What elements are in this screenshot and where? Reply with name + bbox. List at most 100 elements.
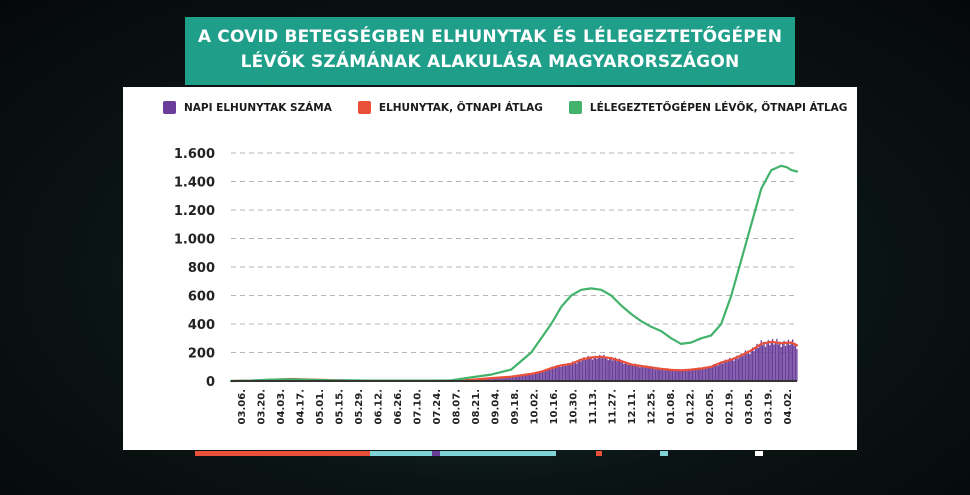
bar (680, 370, 682, 381)
bar (569, 365, 571, 381)
bar (531, 373, 534, 381)
bar (639, 367, 641, 381)
x-tick-label: 08.07. (452, 389, 463, 424)
bar (776, 338, 778, 381)
bar (669, 369, 671, 381)
bar (710, 367, 712, 381)
bar (544, 371, 547, 381)
bar (694, 369, 697, 381)
bar (566, 364, 568, 381)
bar (589, 358, 591, 381)
bar (730, 360, 732, 381)
bar (594, 355, 597, 381)
bar (567, 362, 569, 381)
bar (491, 377, 494, 381)
strip-segment (755, 451, 763, 456)
bar (653, 367, 655, 381)
strip-segment (370, 451, 432, 456)
bar (627, 364, 629, 381)
bar (666, 368, 668, 381)
bar (693, 368, 695, 381)
y-tick-label: 1.000 (174, 233, 215, 248)
bar (793, 345, 795, 381)
legend-swatch-ventilator-avg (568, 101, 582, 114)
bar (774, 341, 777, 381)
x-tick-label: 09.18. (510, 389, 521, 424)
bar (771, 338, 774, 381)
bar (636, 366, 638, 381)
x-tick-label: 10.16. (549, 389, 560, 424)
legend: NAPI ELHUNYTAK SZÁMA ELHUNYTAK, ÖTNAPI Á… (163, 101, 847, 114)
bar (709, 365, 711, 381)
bar (731, 358, 734, 381)
strip-segment (195, 451, 370, 456)
bar (488, 378, 491, 381)
bar (560, 366, 562, 381)
x-tick-label: 05.01. (315, 389, 326, 424)
bar (677, 369, 679, 381)
bar (716, 363, 718, 381)
strip-segment (432, 451, 440, 456)
bar (537, 372, 539, 381)
bar (700, 367, 702, 381)
bar (676, 370, 678, 381)
bar (634, 363, 637, 381)
bar (650, 366, 652, 381)
bar (657, 367, 659, 381)
legend-label-deaths-avg: ELHUNYTAK, ÖTNAPI ÁTLAG (378, 101, 543, 114)
bar (580, 361, 582, 381)
bar (713, 363, 715, 381)
bar (640, 366, 642, 381)
bar (500, 377, 502, 381)
bar (773, 344, 775, 381)
x-tick-label: 03.06. (237, 389, 248, 424)
bar (663, 369, 665, 381)
bar (554, 366, 557, 381)
bar (726, 362, 728, 381)
bottom-progress-strip (0, 449, 970, 457)
bar (563, 363, 565, 381)
bar (483, 378, 485, 381)
strip-segment (440, 451, 556, 456)
chart-title-line-2: LÉVŐK SZÁMÁNAK ALAKULÁSA MAGYARORSZÁGON (240, 52, 740, 72)
bar (540, 370, 542, 381)
chart-svg: 0 200 400 600 800 1.000 1.200 1.400 1.600 03.06. 0… (174, 147, 799, 424)
bar (733, 360, 735, 381)
bar (493, 377, 495, 381)
y-tick-label: 200 (188, 347, 215, 362)
bar (699, 369, 701, 381)
bar (507, 376, 509, 381)
bar (541, 371, 544, 381)
bar (747, 350, 749, 381)
bar (593, 357, 595, 381)
bar (550, 368, 552, 381)
bar (760, 340, 762, 381)
bar (587, 355, 589, 381)
bar (781, 343, 784, 381)
bar (574, 361, 577, 381)
bar (490, 378, 492, 381)
x-tick-label: 05.29. (354, 389, 365, 424)
bar (610, 356, 612, 381)
bar (501, 377, 504, 381)
bar (527, 374, 529, 381)
bar (681, 369, 684, 381)
bar (727, 360, 729, 381)
bar (586, 357, 588, 381)
y-tick-label: 1.400 (174, 176, 215, 191)
bar (631, 365, 634, 381)
bar (706, 368, 708, 381)
x-tick-label: 10.02. (530, 389, 541, 424)
bar (724, 359, 727, 381)
x-tick-label: 09.04. (491, 389, 502, 424)
bar (659, 369, 661, 381)
x-tick-label: 08.21. (471, 389, 482, 424)
bar (513, 376, 515, 381)
bar (620, 361, 622, 381)
bar (656, 368, 658, 381)
bar (777, 344, 779, 381)
bar (689, 369, 691, 381)
bar (583, 357, 585, 381)
bar (526, 374, 528, 381)
bar (763, 341, 765, 381)
